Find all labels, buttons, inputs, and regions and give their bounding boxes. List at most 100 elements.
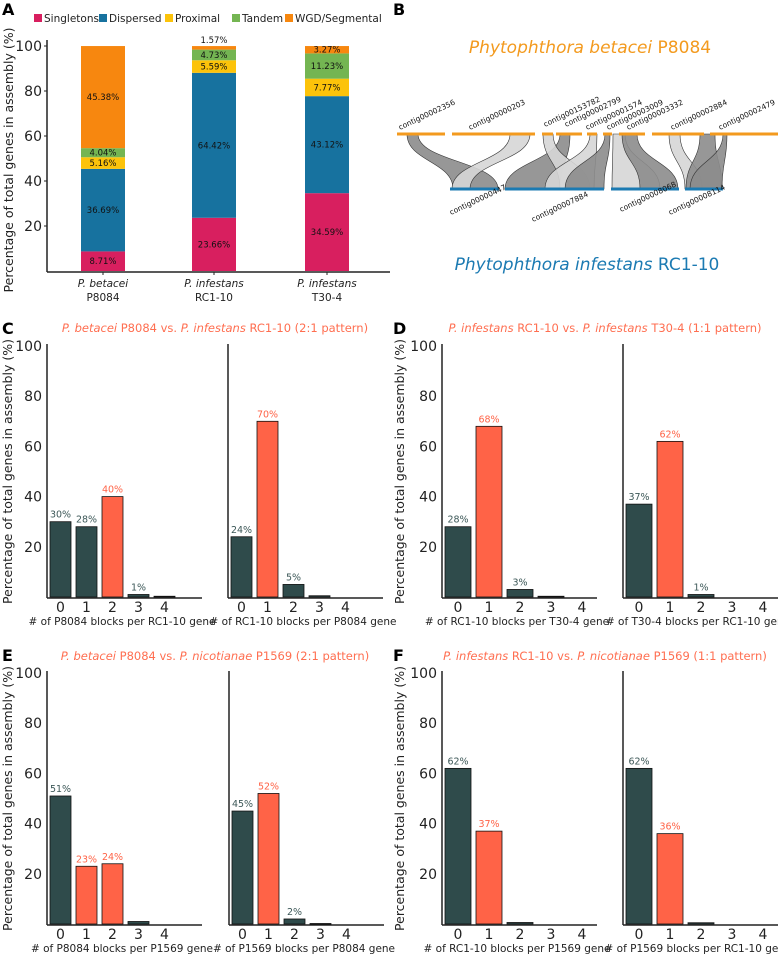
y-tick-label: 20 [24, 219, 42, 235]
x-tick-label: 4 [160, 927, 169, 943]
y-tick-label: 80 [419, 716, 437, 732]
bar [537, 595, 565, 598]
category-label-species: P. betacei [78, 278, 128, 290]
y-tick-label: 100 [410, 666, 437, 682]
x-tick-label: 4 [160, 600, 169, 616]
bar-value-label: 62% [447, 756, 468, 767]
category-label-strain: RC1-10 [195, 292, 233, 304]
x-tick-label: 2 [108, 600, 117, 616]
x-tick-label: 0 [635, 600, 644, 616]
segment-value-label: 43.12% [311, 141, 343, 151]
stacked-bar-segment [305, 193, 349, 271]
panel-letter: C [2, 319, 14, 338]
x-tick-label: 4 [759, 600, 768, 616]
y-axis-label: Percentage of total genes in assembly (%… [392, 666, 407, 931]
y-tick-label: 60 [419, 766, 437, 782]
highlighted-bar [475, 830, 503, 925]
stacked-bar-segment [81, 46, 125, 149]
title-segment: P. betacei [61, 649, 117, 663]
bar [308, 595, 331, 598]
y-tick-label: 80 [24, 716, 42, 732]
title-segment: P8084 vs. [117, 321, 181, 335]
y-tick-label: 100 [15, 39, 42, 55]
x-tick-label: 1 [263, 600, 272, 616]
panel-c-bar-charts: P. betacei P8084 vs. P. infestans RC1-10… [0, 321, 396, 628]
bar-value-label: 62% [659, 429, 680, 440]
bar [127, 921, 150, 925]
species-name: Phytophthora infestans [455, 255, 653, 275]
x-axis-label: # of P8084 blocks per P1569 gene [31, 943, 213, 954]
bar [625, 767, 653, 925]
legend-label: Singletons [44, 13, 99, 25]
panel-b-synteny-diagram: Phytophthora betacei P8084 Phytophthora i… [397, 38, 778, 275]
panel-f-bar-charts: P. infestans RC1-10 vs. P. nicotianae P1… [392, 649, 778, 954]
species-name: Phytophthora betacei [469, 38, 653, 58]
legend-swatch [99, 14, 107, 22]
y-tick-label: 20 [419, 867, 437, 883]
bar-value-label: 23% [76, 854, 97, 865]
bar [283, 918, 306, 925]
category-label-strain: T30-4 [311, 292, 343, 304]
x-tick-label: 3 [728, 600, 737, 616]
bar [506, 589, 534, 598]
bar-value-label: 5% [286, 572, 301, 583]
stacked-bar-segment [305, 46, 349, 54]
segment-value-label: 5.59% [200, 63, 227, 73]
x-tick-label: 3 [315, 600, 324, 616]
x-tick-label: 1 [82, 927, 91, 943]
y-tick-label: 100 [15, 339, 42, 355]
panel-letter: E [2, 646, 13, 665]
bar-value-label: 24% [231, 525, 252, 536]
title-segment: P. nicotianae [577, 649, 650, 663]
stacked-bar-segment [192, 60, 236, 73]
segment-value-label: 34.59% [311, 228, 343, 238]
x-tick-label: 0 [237, 600, 246, 616]
stacked-bar-segment [81, 251, 125, 271]
panel-d-bar-charts: P. infestans RC1-10 vs. P. infestans T30… [392, 321, 778, 628]
x-tick-label: 2 [516, 600, 525, 616]
x-tick-label: 2 [697, 927, 706, 943]
legend-item: WGD/Segmental [285, 13, 382, 25]
x-tick-label: 2 [697, 600, 706, 616]
subplot-right: 37% 0 62% 1 1% 2 3 4# of T30-4 blocks per RC1-1… [606, 344, 778, 628]
bar-value-label: 52% [258, 781, 279, 792]
x-tick-label: 4 [759, 927, 768, 943]
bar-value-label: 70% [257, 409, 278, 420]
y-tick-label: 40 [24, 490, 42, 506]
x-tick-label: 1 [485, 600, 494, 616]
stacked-bar-segment [192, 49, 236, 61]
y-tick-label: 60 [24, 129, 42, 145]
segment-value-label: 36.69% [87, 206, 119, 216]
highlighted-bar [656, 833, 684, 925]
bar [231, 810, 254, 925]
legend-swatch [34, 14, 42, 22]
bar [444, 526, 472, 598]
legend-swatch [285, 14, 293, 22]
segment-value-label: 1.57% [200, 36, 227, 46]
stacked-bar-segment [81, 157, 125, 169]
legend-swatch [232, 14, 240, 22]
category-label-species: P. infestans [297, 278, 357, 290]
x-tick-label: 2 [289, 600, 298, 616]
bar [153, 595, 176, 598]
subplot-right: 24% 0 70% 1 5% 2 3 4# of RC1-10 blocks per P808… [210, 344, 396, 628]
bar-value-label: 3% [512, 577, 527, 588]
y-tick-label: 80 [24, 389, 42, 405]
y-tick-label: 60 [419, 439, 437, 455]
bar [282, 584, 305, 598]
x-axis-label: # of P1569 blocks per RC1-10 gene [605, 943, 778, 954]
panel-letter: F [393, 646, 404, 665]
legend-item: Dispersed [99, 13, 162, 25]
y-tick-label: 20 [24, 540, 42, 556]
legend-item: Proximal [165, 13, 220, 25]
x-tick-label: 2 [290, 927, 299, 943]
panel-letter: B [393, 0, 405, 19]
x-tick-label: 3 [728, 927, 737, 943]
x-tick-label: 4 [342, 927, 351, 943]
stacked-bar-segment [192, 46, 236, 50]
title-segment: RC1-10 vs. [514, 321, 583, 335]
stacked-bar-segment [305, 78, 349, 97]
strain-name: RC1-10 [653, 255, 720, 275]
x-tick-label: 1 [264, 927, 273, 943]
panel-title: P. betacei P8084 vs. P. infestans RC1-10… [62, 321, 368, 335]
